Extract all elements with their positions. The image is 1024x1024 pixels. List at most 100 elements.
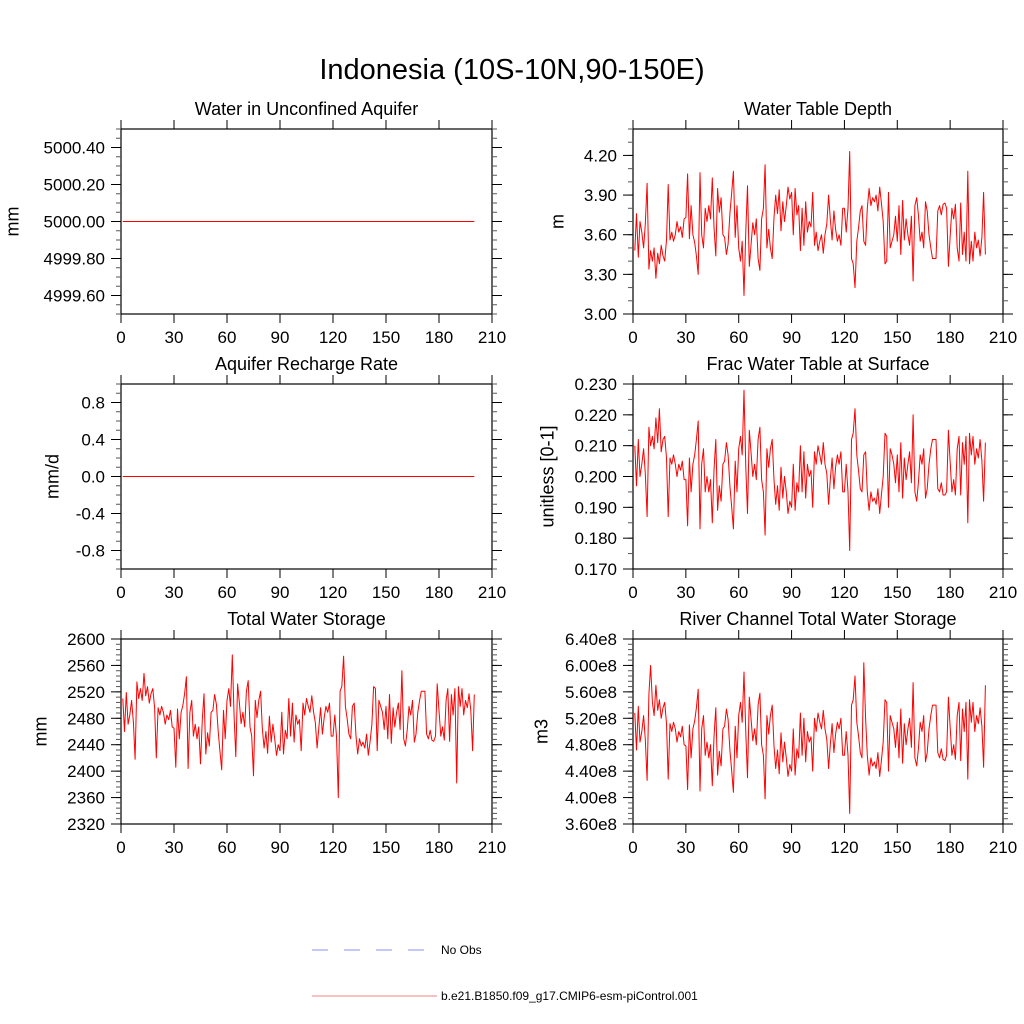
x-tick-label: 150	[883, 328, 911, 347]
y-tick-label: 0.210	[574, 437, 617, 456]
x-tick-label: 180	[425, 838, 453, 857]
x-tick-label: 210	[478, 838, 506, 857]
y-axis-label: mm	[30, 717, 50, 747]
panel-water-table-depth: Water Table Depth m 0 30 60 90 120 150 180 210 3.0…	[547, 99, 1017, 347]
x-tick-label: 0	[628, 838, 637, 857]
x-tick-label: 210	[478, 328, 506, 347]
y-tick-label: 3.00	[584, 305, 617, 324]
y-axis-label: mm	[2, 207, 22, 237]
y-tick-label: 4.00e8	[565, 789, 617, 808]
series-line	[634, 151, 986, 296]
x-tick-label: 150	[883, 838, 911, 857]
x-tick-label: 120	[830, 328, 858, 347]
x-tick-label: 30	[676, 838, 695, 857]
y-tick-label: 5.20e8	[565, 709, 617, 728]
y-tick-label: 2600	[67, 630, 105, 649]
y-axis-label: m3	[531, 719, 551, 744]
main-title: Indonesia (10S-10N,90-150E)	[319, 54, 704, 86]
panel-title: River Channel Total Water Storage	[679, 609, 956, 629]
y-tick-label: 5000.40	[44, 139, 105, 158]
x-tick-label: 120	[319, 838, 347, 857]
y-tick-label: 0.0	[81, 468, 105, 487]
x-tick-label: 60	[218, 328, 237, 347]
x-tick-label: 60	[218, 583, 237, 602]
x-tick-label: 30	[676, 328, 695, 347]
x-tick-label: 0	[116, 583, 125, 602]
x-tick-label: 180	[936, 583, 964, 602]
x-tick-label: 150	[372, 328, 400, 347]
series-line	[634, 662, 986, 814]
x-tick-label: 90	[782, 583, 801, 602]
x-tick-label: 180	[936, 328, 964, 347]
x-tick-label: 0	[628, 583, 637, 602]
y-tick-label: 5000.20	[44, 176, 105, 195]
y-tick-label: 4.80e8	[565, 736, 617, 755]
y-tick-label: 2440	[67, 736, 105, 755]
y-tick-label: 0.200	[574, 468, 617, 487]
x-tick-label: 60	[729, 583, 748, 602]
y-tick-label: 0.220	[574, 406, 617, 425]
y-tick-label: -0.8	[76, 542, 105, 561]
y-tick-label: 6.00e8	[565, 656, 617, 675]
x-tick-label: 30	[676, 583, 695, 602]
x-tick-label: 0	[628, 328, 637, 347]
panel-title: Water in Unconfined Aquifer	[195, 99, 418, 119]
y-tick-label: 4.20	[584, 146, 617, 165]
panel-aquifer-recharge-rate: Aquifer Recharge Rate mm/d 0 30 60 90 120 150 18…	[42, 354, 506, 602]
y-tick-label: 0.230	[574, 375, 617, 394]
y-tick-label: 2400	[67, 762, 105, 781]
y-tick-label: 0.180	[574, 529, 617, 548]
y-tick-label: 2560	[67, 656, 105, 675]
x-tick-label: 120	[319, 583, 347, 602]
x-tick-label: 90	[271, 328, 290, 347]
plot-frame	[120, 638, 493, 825]
y-tick-label: 0.170	[574, 560, 617, 579]
y-tick-label: 0.190	[574, 498, 617, 517]
y-tick-label: 6.40e8	[565, 630, 617, 649]
y-tick-label: 5000.00	[44, 213, 105, 232]
x-tick-label: 30	[165, 328, 184, 347]
y-tick-label: 2520	[67, 683, 105, 702]
x-tick-label: 30	[165, 838, 184, 857]
panel-title: Frac Water Table at Surface	[706, 354, 929, 374]
y-tick-label: -0.4	[76, 505, 105, 524]
x-tick-label: 150	[372, 583, 400, 602]
y-tick-label: 5.60e8	[565, 683, 617, 702]
y-tick-label: 3.60	[584, 226, 617, 245]
x-tick-label: 90	[782, 838, 801, 857]
series-line	[634, 389, 986, 551]
y-tick-label: 2360	[67, 789, 105, 808]
y-tick-label: 4.40e8	[565, 762, 617, 781]
panel-river-channel-total-water-storage: River Channel Total Water Storage m3 0 30 60…	[531, 609, 1017, 857]
y-tick-label: 0.8	[81, 394, 105, 413]
plot-frame	[632, 638, 1004, 825]
x-tick-label: 180	[936, 838, 964, 857]
y-tick-label: 4999.80	[44, 250, 105, 269]
x-tick-label: 90	[271, 583, 290, 602]
x-tick-label: 90	[271, 838, 290, 857]
x-tick-label: 150	[372, 838, 400, 857]
panel-frac-water-table-at-surface: Frac Water Table at Surface unitless [0-1…	[537, 354, 1017, 602]
x-tick-label: 60	[729, 838, 748, 857]
y-axis-label: mm/d	[42, 454, 62, 499]
panel-title: Aquifer Recharge Rate	[215, 354, 398, 374]
panels: Water in Unconfined Aquifer mm 0 30 60 90 120 1…	[2, 99, 1017, 857]
legend-label-no-obs: No Obs	[441, 943, 482, 957]
x-tick-label: 210	[478, 583, 506, 602]
x-tick-label: 180	[425, 328, 453, 347]
x-tick-label: 0	[116, 838, 125, 857]
x-tick-label: 90	[782, 328, 801, 347]
panel-title: Water Table Depth	[744, 99, 892, 119]
y-axis-label: unitless [0-1]	[537, 425, 557, 527]
x-tick-label: 120	[830, 838, 858, 857]
y-tick-label: 2320	[67, 815, 105, 834]
x-tick-label: 210	[989, 328, 1017, 347]
panel-total-water-storage: Total Water Storage mm 0 30 60 90 120 150 180 210…	[30, 609, 506, 857]
x-tick-label: 120	[319, 328, 347, 347]
x-tick-label: 60	[218, 838, 237, 857]
legend: No Obs b.e21.B1850.f09_g17.CMIP6-esm-piC…	[312, 943, 698, 1003]
y-tick-label: 4999.60	[44, 287, 105, 306]
x-tick-label: 210	[989, 838, 1017, 857]
x-tick-label: 150	[883, 583, 911, 602]
